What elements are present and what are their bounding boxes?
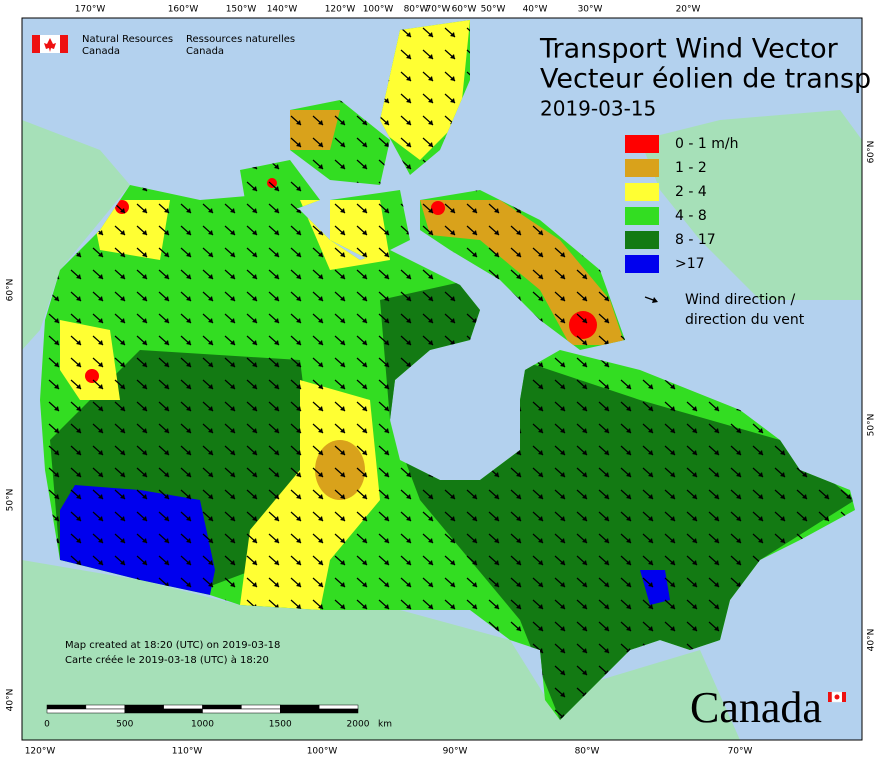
legend-label: 4 - 8 (675, 208, 707, 224)
graticule-label: 160°W (168, 5, 199, 15)
legend-swatch (625, 255, 659, 273)
graticule-label: 120°W (325, 5, 356, 15)
graticule-label: 30°W (578, 5, 603, 15)
graticule-label: 40°N (6, 689, 16, 712)
scale-segment (163, 704, 203, 710)
flag-bar (828, 692, 832, 702)
scale-segment (46, 708, 125, 714)
scale-label: 1500 (269, 720, 292, 730)
scale-segment (124, 708, 203, 714)
scale-label: 500 (116, 720, 133, 730)
scale-segment (241, 704, 281, 710)
legend-arrow-label: direction du vent (685, 312, 805, 328)
legend-swatch (625, 207, 659, 225)
graticule-label: 100°W (307, 747, 338, 757)
graticule-label: 20°W (676, 5, 701, 15)
legend-swatch (625, 231, 659, 249)
graticule-label: 60°N (6, 279, 16, 302)
legend-label: 2 - 4 (675, 184, 707, 200)
graticule-label: 150°W (226, 5, 257, 15)
graticule-label: 120°W (25, 747, 56, 757)
graticule-label: 100°W (363, 5, 394, 15)
flag-bar (60, 35, 68, 53)
graticule-label: 110°W (172, 747, 203, 757)
scale-bar: 0 500 1000 1500 2000 km (44, 704, 392, 730)
graticule-label: 50°W (481, 5, 506, 15)
note-en: Map created at 18:20 (UTC) on 2019-03-18 (65, 640, 280, 651)
scale-segment (202, 708, 281, 714)
wordmark: Canada (690, 683, 822, 732)
legend-arrow-label: Wind direction / (685, 292, 795, 308)
graticule-labels: 170°W 160°W 150°W 140°W 120°W 100°W 80°W70°W 60… (6, 5, 877, 757)
scale-segment (280, 708, 359, 714)
graticule-label: 70°W (728, 747, 753, 757)
legend-swatch (625, 183, 659, 201)
scale-segment (85, 704, 125, 710)
scale-segment (46, 704, 87, 710)
legend-label: 0 - 1 m/h (675, 136, 738, 152)
legend-label: >17 (675, 256, 705, 272)
alaska (22, 120, 130, 350)
scale-segment (280, 704, 320, 710)
legend: 0 - 1 m/h 1 - 2 2 - 4 4 - 8 8 - 17 >17 (625, 135, 738, 273)
greenland (640, 110, 862, 300)
graticule-label: 140°W (267, 5, 298, 15)
agency-fr: Ressources naturelles (186, 34, 295, 45)
graticule-label: 80°W (575, 747, 600, 757)
map-date: 2019-03-15 (540, 97, 656, 121)
graticule-label: 60°W (452, 5, 477, 15)
legend-swatch (625, 159, 659, 177)
maple-leaf (834, 694, 840, 700)
scale-label: 2000 (347, 720, 370, 730)
scale-label: 1000 (191, 720, 214, 730)
legend-label: 1 - 2 (675, 160, 707, 176)
graticule-label: 40°N (867, 629, 877, 652)
wordmark-flag (828, 691, 846, 703)
agency-en: Natural Resources (82, 34, 173, 45)
graticule-label: 90°W (443, 747, 468, 757)
scale-segment (202, 704, 242, 710)
graticule-label: 70°W (426, 5, 451, 15)
agency-en: Canada (82, 46, 120, 57)
agency-fr: Canada (186, 46, 224, 57)
maple-leaf (44, 38, 56, 52)
legend-arrow-head (652, 297, 658, 303)
scale-label: 0 (44, 720, 50, 730)
legend-swatch (625, 135, 659, 153)
graticule-label: 50°N (867, 414, 877, 437)
graticule-label: 50°N (6, 489, 16, 512)
logo (32, 35, 68, 53)
flag-bar (842, 692, 846, 702)
graticule-label: 170°W (75, 5, 106, 15)
legend-label: 8 - 17 (675, 232, 716, 248)
scale-unit: km (378, 720, 392, 730)
title-fr: Vecteur éolien de transp (540, 64, 871, 95)
title-en: Transport Wind Vector (539, 34, 839, 65)
graticule-label: 80°W (404, 5, 429, 15)
scale-segment (318, 704, 359, 710)
flag-bar (32, 35, 40, 53)
map-frame (21, 17, 863, 741)
usa (22, 560, 740, 740)
note-fr: Carte créée le 2019-03-18 (UTC) à 18:20 (65, 654, 269, 666)
graticule-label: 60°N (867, 141, 877, 164)
graticule-label: 40°W (523, 5, 548, 15)
scale-segment (124, 704, 164, 710)
